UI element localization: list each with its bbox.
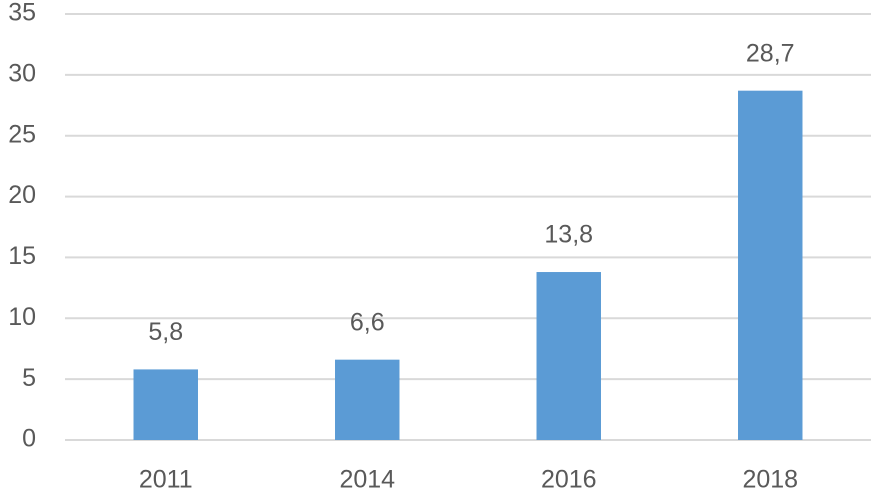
x-tick-label: 2011 — [139, 466, 193, 494]
value-label: 6,6 — [350, 308, 385, 336]
bar — [133, 369, 198, 440]
y-tick-label: 0 — [22, 425, 36, 453]
value-label: 13,8 — [544, 221, 593, 249]
y-tick-label: 20 — [8, 181, 36, 209]
value-label: 28,7 — [746, 39, 795, 67]
value-label: 5,8 — [148, 318, 183, 346]
y-tick-label: 25 — [8, 120, 36, 148]
y-tick-label: 5 — [22, 364, 36, 392]
bar — [536, 272, 601, 440]
x-tick-label: 2018 — [742, 466, 798, 494]
x-tick-label: 2014 — [339, 466, 395, 494]
y-tick-label: 10 — [8, 303, 36, 331]
bar — [738, 90, 803, 441]
x-tick-label: 2016 — [541, 466, 597, 494]
y-tick-label: 35 — [8, 0, 36, 27]
bar — [335, 359, 400, 440]
y-tick-label: 15 — [8, 242, 36, 270]
y-tick-label: 30 — [8, 59, 36, 87]
